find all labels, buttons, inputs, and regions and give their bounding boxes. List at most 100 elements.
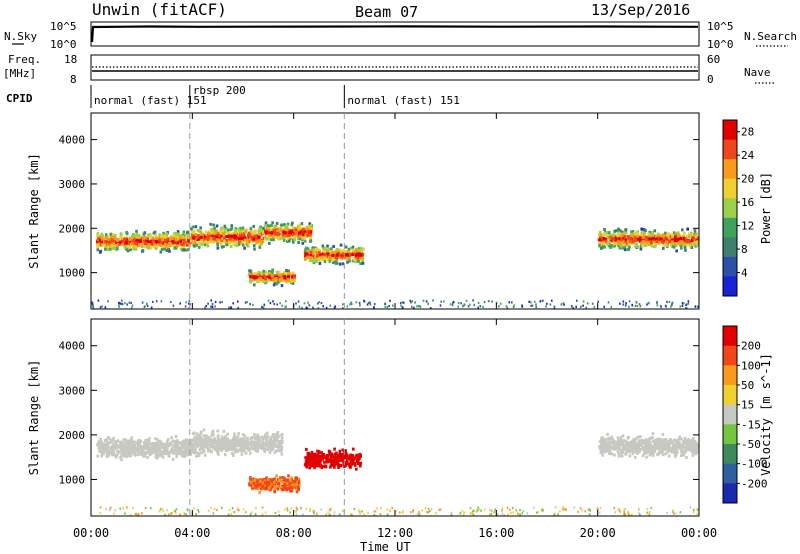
echo-cell (215, 239, 218, 243)
echo-cell (614, 229, 618, 233)
echo-cell (650, 231, 654, 235)
echo-cell (367, 511, 369, 514)
echo-cell (273, 485, 276, 489)
echo-cell (147, 243, 150, 247)
echo-cell (490, 509, 493, 512)
echo-cell (607, 231, 610, 235)
echo-cell (622, 444, 626, 448)
echo-cell (426, 511, 429, 514)
echo-cell (146, 233, 150, 237)
echo-cell (167, 443, 170, 447)
echo-cell (317, 307, 320, 310)
echo-cell (180, 243, 183, 246)
echo-cell (386, 306, 389, 309)
echo-cell (268, 443, 271, 447)
echo-cell (221, 438, 224, 442)
echo-cell (288, 231, 292, 235)
echo-cell (667, 239, 670, 243)
echo-cell (661, 446, 665, 450)
echo-cell (115, 241, 118, 245)
echo-cell (235, 244, 239, 248)
echo-cell (258, 482, 261, 486)
echo-cell (204, 436, 207, 440)
echo-cell (261, 305, 263, 309)
echo-cell (630, 439, 634, 443)
echo-cell (338, 449, 342, 453)
echo-cell (316, 248, 319, 251)
echo-cell (133, 450, 136, 454)
echo-cell (647, 448, 651, 452)
echo-cell (401, 301, 404, 304)
echo-cell (690, 246, 693, 249)
echo-cell (306, 227, 310, 231)
echo-cell (177, 232, 180, 236)
echo-cell (279, 476, 282, 480)
echo-cell (271, 270, 274, 274)
echo-cell (655, 439, 659, 443)
echo-cell (312, 306, 314, 309)
echo-cell (647, 301, 650, 304)
echo-cell (159, 243, 162, 247)
echo-cell (272, 300, 274, 303)
echo-cell (297, 241, 300, 244)
echo-cell (111, 444, 114, 448)
echo-cell (245, 236, 248, 240)
echo-cell (290, 230, 294, 234)
echo-cell (183, 238, 186, 242)
echo-cell (329, 304, 331, 307)
echo-cell (218, 441, 222, 444)
echo-cell (318, 262, 322, 265)
echo-cell (322, 452, 326, 456)
echo-cell (106, 243, 110, 247)
echo-cell (511, 301, 513, 304)
echo-cell (477, 506, 479, 509)
echo-cell (625, 302, 627, 305)
echo-cell (346, 459, 349, 463)
echo-cell (236, 508, 238, 511)
echo-cell (412, 509, 415, 512)
echo-cell (350, 246, 353, 250)
freq-panel (90, 54, 700, 81)
echo-cell (146, 302, 148, 306)
echo-cell (613, 241, 616, 245)
echo-cell (696, 508, 699, 511)
echo-cell (316, 254, 319, 258)
echo-cell (181, 451, 185, 455)
echo-cell (639, 443, 643, 447)
echo-cell (607, 446, 611, 450)
echo-cell (270, 448, 274, 452)
echo-cell (180, 237, 184, 241)
echo-cell (671, 235, 674, 239)
echo-cell (606, 242, 609, 246)
echo-cell (220, 226, 223, 230)
echo-cell (167, 450, 170, 454)
echo-cell (429, 509, 431, 512)
echo-cell (427, 507, 430, 510)
echo-cell (473, 303, 475, 306)
echo-cell (691, 443, 694, 447)
echo-cell (144, 444, 147, 448)
echo-cell (205, 440, 209, 444)
echo-cell (148, 437, 151, 441)
echo-cell (276, 448, 280, 452)
echo-cell (265, 226, 269, 230)
colorbar-tick-label: 12 (741, 220, 754, 233)
echo-cell (154, 452, 158, 456)
echo-cell (553, 514, 555, 517)
echo-cell (123, 444, 127, 448)
echo-cell (276, 431, 280, 434)
echo-cell (111, 448, 115, 452)
echo-cell (102, 442, 106, 446)
echo-cell (429, 307, 432, 310)
echo-cell (268, 270, 271, 274)
echo-cell (263, 303, 266, 306)
echo-cell (665, 305, 667, 308)
echo-cell (136, 453, 140, 457)
echo-cell (149, 235, 153, 239)
echo-cell (168, 513, 170, 516)
echo-cell (165, 448, 169, 452)
echo-cell (106, 248, 110, 252)
echo-cell (677, 231, 680, 235)
echo-cell (120, 458, 123, 462)
